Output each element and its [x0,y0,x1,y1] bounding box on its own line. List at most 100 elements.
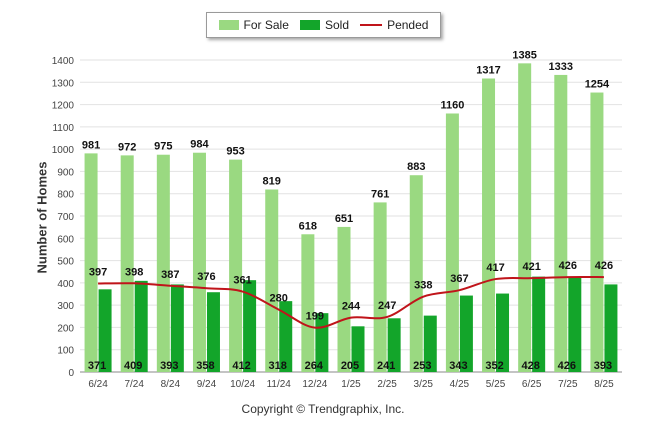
sold-value-label: 205 [341,360,359,372]
x-tick-label: 3/25 [414,379,434,390]
for-sale-bar [409,175,423,372]
for-sale-value-label: 819 [263,175,281,187]
x-tick-label: 4/25 [450,379,470,390]
for-sale-value-label: 975 [154,141,172,153]
pended-value-label: 199 [306,311,324,323]
x-tick-label: 2/25 [377,379,397,390]
sold-value-label: 428 [521,360,539,372]
pended-value-label: 417 [486,262,504,274]
sold-bar [459,295,473,372]
y-tick-label: 700 [57,212,74,223]
pended-value-label: 421 [522,261,540,273]
y-tick-label: 500 [57,257,74,268]
y-tick-label: 900 [57,167,74,178]
sold-bar [604,284,618,372]
sold-value-label: 358 [196,360,214,372]
x-tick-label: 9/24 [197,379,217,390]
x-tick-label: 6/25 [522,379,542,390]
for-sale-bar [373,202,387,372]
sold-bar [134,280,148,372]
for-sale-value-label: 1333 [549,61,573,73]
for-sale-value-label: 651 [335,213,353,225]
x-tick-label: 8/25 [594,379,614,390]
x-tick-label: 11/24 [267,379,292,390]
x-tick-label: 1/25 [341,379,361,390]
for-sale-value-label: 953 [226,146,244,158]
sold-value-label: 412 [232,360,250,372]
y-tick-label: 1300 [52,78,75,89]
for-sale-bar [337,226,351,372]
sold-value-label: 343 [449,360,467,372]
y-tick-label: 800 [57,190,74,201]
for-sale-bar [301,234,315,372]
legend-label-sold: Sold [324,18,349,32]
for-sale-value-label: 1254 [585,79,610,91]
x-axis-ticks: 6/24 7/24 8/24 9/24 10/24 11/24 12/24 1/25 2/25 3… [88,379,614,390]
x-tick-label: 7/24 [124,379,144,390]
y-tick-label: 200 [57,323,74,334]
pended-value-label: 367 [450,273,468,285]
legend-label-for-sale: For Sale [243,18,289,32]
for-sale-value-label: 1317 [476,64,500,76]
sold-bar [243,280,257,372]
x-tick-label: 10/24 [230,379,255,390]
sold-bar [423,315,437,372]
for-sale-bar [84,153,98,372]
sold-value-label: 371 [88,360,106,372]
legend-item-sold: Sold [299,18,349,32]
for-sale-value-label: 1160 [440,99,464,111]
for-sale-bar [192,152,206,372]
for-sale-bar [445,113,459,372]
pended-value-label: 244 [342,301,361,313]
pended-value-label: 247 [378,300,396,312]
x-tick-label: 5/25 [486,379,506,390]
pended-value-label: 387 [161,269,179,281]
y-tick-label: 600 [57,234,74,245]
y-tick-label: 1100 [52,123,74,134]
for-sale-bar [518,63,532,372]
x-tick-label: 6/24 [88,379,108,390]
pended-value-label: 376 [197,271,215,283]
sold-swatch [299,20,320,30]
sold-value-label: 318 [269,360,287,372]
y-axis-label: Number of Homes [34,161,50,274]
for-sale-value-label: 972 [118,141,136,153]
pended-value-label: 397 [89,267,107,279]
for-sale-value-label: 981 [82,139,100,151]
y-tick-label: 0 [68,368,74,379]
pended-value-label: 361 [233,275,251,287]
pended-value-label: 398 [125,266,143,278]
sold-bar [279,301,293,372]
sold-value-label: 393 [160,360,178,372]
pended-line [98,275,604,329]
legend: For Sale Sold Pended [206,12,441,38]
for-sale-bar [482,78,496,373]
x-tick-label: 12/24 [302,379,327,390]
y-tick-label: 300 [57,301,74,312]
x-tick-label: 8/24 [161,379,181,390]
for-sale-value-label: 1385 [512,49,536,61]
pended-value-label: 426 [595,260,613,272]
sold-bar [206,292,220,372]
x-tick-label: 7/25 [558,379,578,390]
for-sale-value-label: 761 [371,188,389,200]
y-tick-label: 1400 [52,56,75,67]
for-sale-value-label: 984 [190,139,209,151]
sold-value-label: 264 [305,360,324,372]
sold-value-label: 241 [377,360,395,372]
bars [84,63,618,373]
for-sale-swatch [218,20,239,30]
copyright-text: Copyright © Trendgraphix, Inc. [241,402,405,416]
for-sale-bar [229,159,243,372]
sold-value-label: 352 [485,360,503,372]
for-sale-value-label: 883 [407,161,425,173]
y-tick-label: 1200 [52,101,75,112]
for-sale-value-label: 618 [299,220,317,232]
y-tick-label: 100 [57,346,74,357]
for-sale-bar [590,92,604,372]
sold-bar [170,284,184,372]
gridlines [80,59,622,373]
sold-bar [387,318,401,372]
for-sale-bar [156,154,170,372]
sold-value-label: 253 [413,360,431,372]
